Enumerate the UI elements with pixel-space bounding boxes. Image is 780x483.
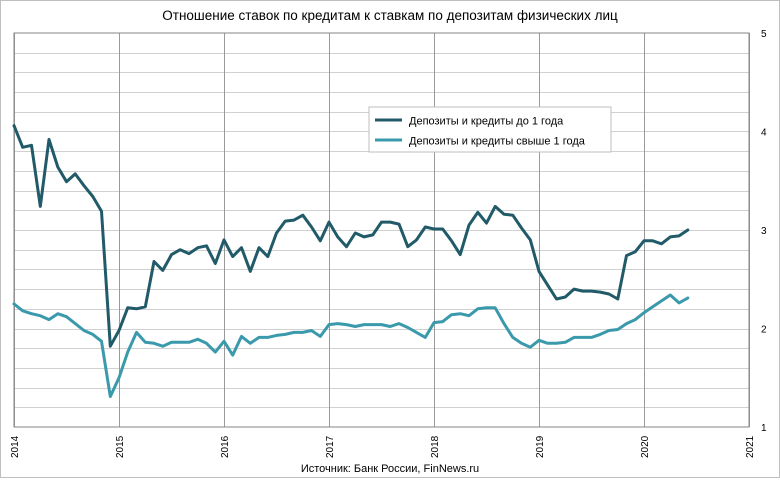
x-tick-label: 2021 bbox=[745, 435, 756, 458]
x-tick-label: 2019 bbox=[535, 435, 546, 458]
gridlines bbox=[14, 33, 750, 427]
series-lines bbox=[12, 124, 690, 398]
x-tick-label: 2017 bbox=[325, 435, 336, 458]
series-line-2 bbox=[12, 293, 690, 398]
x-axis-tick-labels: 2014 2015 2016 2017 2018 2019 2020 2021 bbox=[10, 435, 756, 458]
series-line-1 bbox=[12, 124, 690, 348]
source-note: Источник: Банк России, FinNews.ru bbox=[301, 463, 479, 475]
chart-title: Отношение ставок по кредитам к ставкам п… bbox=[162, 8, 618, 23]
y-tick-label: 3 bbox=[761, 226, 767, 237]
legend: Депозиты и кредиты до 1 года Депозиты и … bbox=[368, 106, 612, 153]
y-axis-tick-labels: 1 2 3 4 5 bbox=[761, 29, 767, 434]
y-tick-label: 4 bbox=[761, 128, 767, 139]
x-tick-label: 2018 bbox=[430, 435, 441, 458]
plot-area-border bbox=[13, 32, 750, 428]
x-tick-label: 2014 bbox=[10, 435, 21, 458]
legend-label-series-2: Депозиты и кредиты свыше 1 года bbox=[409, 136, 586, 148]
x-tick-label: 2016 bbox=[220, 435, 231, 458]
x-tick-label: 2015 bbox=[115, 435, 126, 458]
legend-box bbox=[368, 106, 612, 153]
y-tick-label: 2 bbox=[761, 325, 767, 336]
y-tick-label: 5 bbox=[761, 29, 767, 40]
x-tick-label: 2020 bbox=[640, 435, 651, 458]
y-tick-label: 1 bbox=[761, 423, 767, 434]
legend-label-series-1: Депозиты и кредиты до 1 года bbox=[409, 116, 564, 128]
